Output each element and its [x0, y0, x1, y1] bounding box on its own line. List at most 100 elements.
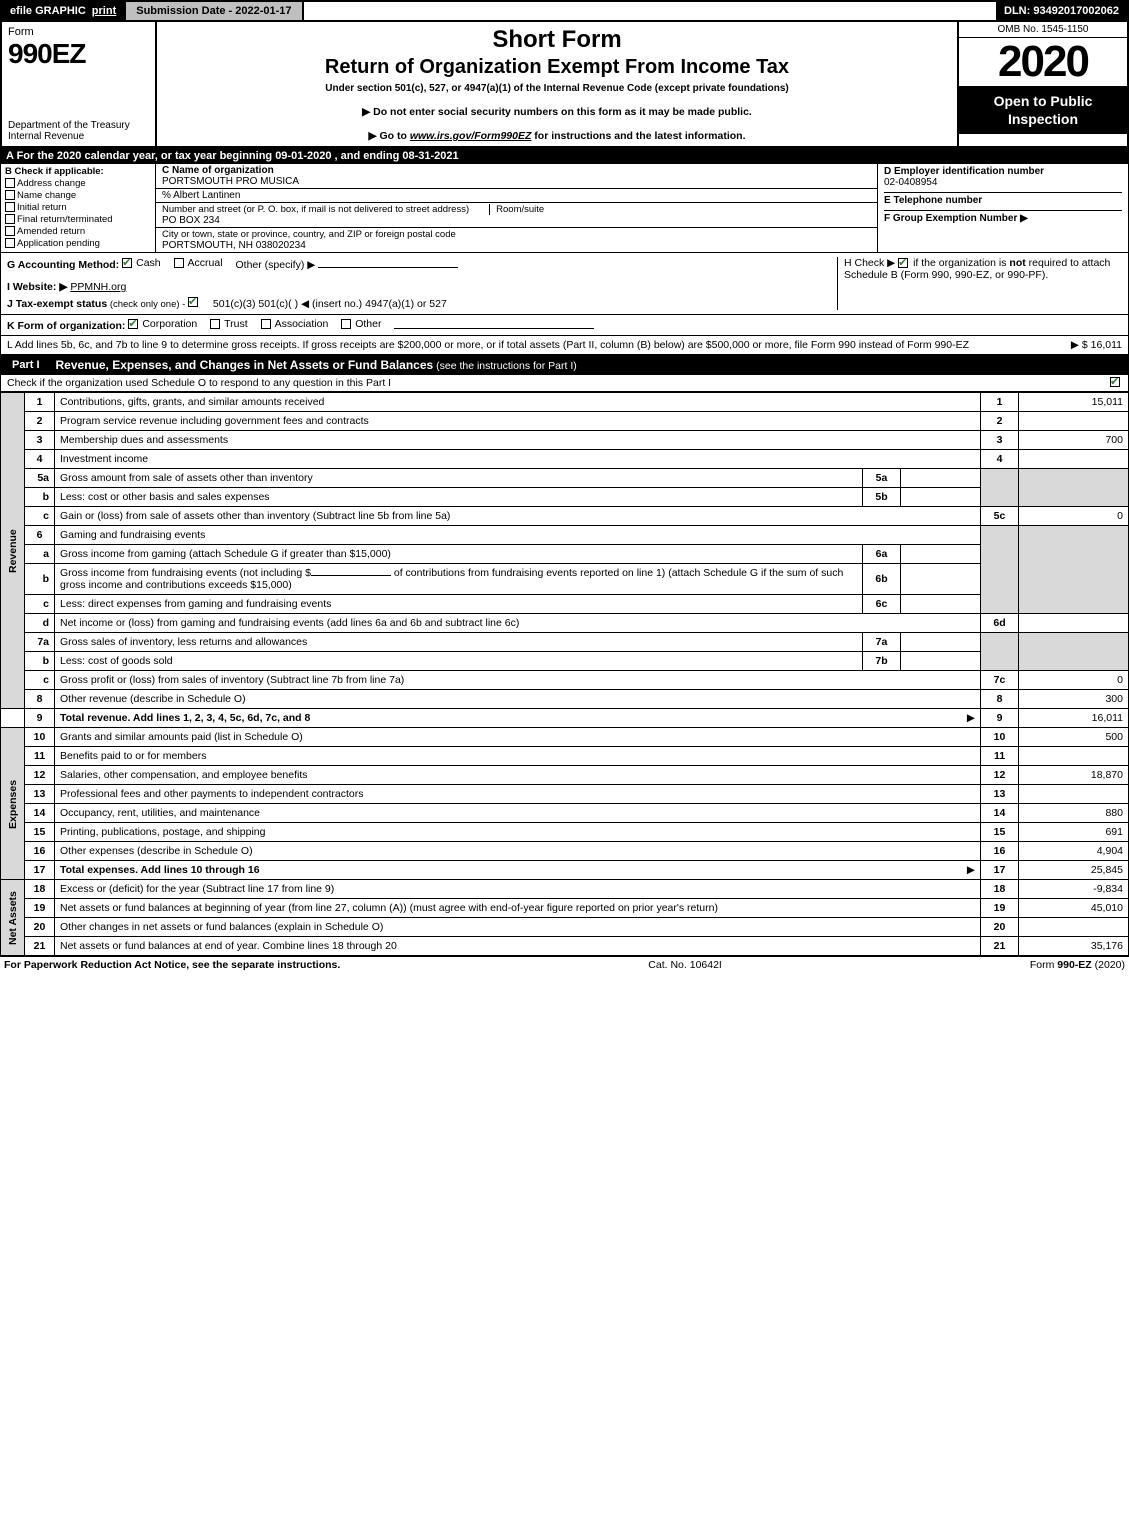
ln13-desc: Professional fees and other payments to … — [60, 788, 364, 800]
ln5c-val: 0 — [1019, 507, 1129, 526]
line-a: A For the 2020 calendar year, or tax yea… — [0, 148, 1129, 164]
ln1-num: 1 — [25, 393, 55, 412]
cb-corporation[interactable]: Corporation — [128, 318, 197, 330]
cb-address-change[interactable]: Address change — [5, 178, 151, 189]
ln4-val — [1019, 450, 1129, 469]
ln5c-desc: Gain or (loss) from sale of assets other… — [60, 510, 450, 522]
care-of: % Albert Lantinen — [162, 190, 240, 201]
ln19-val: 45,010 — [1019, 899, 1129, 918]
section-b-label: B Check if applicable: — [5, 166, 151, 177]
l-text: L Add lines 5b, 6c, and 7b to line 9 to … — [7, 339, 1063, 351]
ln5b-desc: Less: cost or other basis and sales expe… — [60, 491, 270, 503]
cb-application-pending[interactable]: Application pending — [5, 238, 151, 249]
form-word: Form — [8, 26, 149, 38]
ln14-val: 880 — [1019, 804, 1129, 823]
ln9-val: 16,011 — [1019, 709, 1129, 728]
note-goto: ▶ Go to www.irs.gov/Form990EZ for instru… — [165, 130, 949, 142]
ln10-val: 500 — [1019, 728, 1129, 747]
short-form-title: Short Form — [165, 26, 949, 54]
org-name: PORTSMOUTH PRO MUSICA — [162, 176, 871, 187]
cb-schedule-b[interactable] — [898, 258, 908, 268]
ln5a-desc: Gross amount from sale of assets other t… — [60, 472, 313, 484]
ln6d-val — [1019, 614, 1129, 633]
city: PORTSMOUTH, NH 038020234 — [162, 240, 871, 251]
section-def: D Employer identification number 02-0408… — [878, 164, 1128, 252]
street: PO BOX 234 — [162, 215, 871, 226]
cb-name-change[interactable]: Name change — [5, 190, 151, 201]
under-section: Under section 501(c), 527, or 4947(a)(1)… — [165, 83, 949, 94]
ln6b-inner: 6b — [863, 564, 901, 595]
section-c: C Name of organization PORTSMOUTH PRO MU… — [156, 164, 878, 252]
ln4-desc: Investment income — [60, 453, 148, 465]
street-label: Number and street (or P. O. box, if mail… — [162, 204, 469, 215]
ln5a-ival — [901, 469, 981, 488]
ln3-val: 700 — [1019, 431, 1129, 450]
room-label: Room/suite — [489, 204, 544, 215]
header-right: OMB No. 1545-1150 2020 Open to Public In… — [957, 22, 1127, 146]
return-title: Return of Organization Exempt From Incom… — [165, 56, 949, 79]
k-label: K Form of organization: — [7, 320, 125, 332]
part1-check: Check if the organization used Schedule … — [0, 375, 1129, 392]
j-label: J Tax-exempt status — [7, 298, 107, 310]
cb-amended-return[interactable]: Amended return — [5, 226, 151, 237]
ln7a-desc: Gross sales of inventory, less returns a… — [60, 636, 307, 648]
tax-year: 2020 — [959, 38, 1127, 86]
cb-schedule-o[interactable] — [1110, 377, 1120, 387]
website-link[interactable]: PPMNH.org — [70, 281, 126, 293]
cb-501c3[interactable] — [188, 297, 200, 307]
ln14-desc: Occupancy, rent, utilities, and maintena… — [60, 807, 260, 819]
cb-final-return[interactable]: Final return/terminated — [5, 214, 151, 225]
part1-table: Revenue 1 Contributions, gifts, grants, … — [0, 392, 1129, 956]
h-text2: if the organization is — [913, 257, 1009, 269]
cb-accrual[interactable]: Accrual — [174, 257, 223, 269]
ln6c-desc: Less: direct expenses from gaming and fu… — [60, 598, 331, 610]
i-label: I Website: ▶ — [7, 281, 67, 293]
cb-initial-return[interactable]: Initial return — [5, 202, 151, 213]
ln8-val: 300 — [1019, 690, 1129, 709]
l-amount: ▶ $ 16,011 — [1071, 339, 1122, 351]
ln12-val: 18,870 — [1019, 766, 1129, 785]
ln13-val — [1019, 785, 1129, 804]
note-goto-post: for instructions and the latest informat… — [531, 130, 745, 142]
footer-left: For Paperwork Reduction Act Notice, see … — [4, 959, 340, 971]
ln18-val: -9,834 — [1019, 880, 1129, 899]
top-bar: efile GRAPHIC print Submission Date - 20… — [0, 0, 1129, 22]
side-expenses: Expenses — [1, 728, 25, 880]
ln15-desc: Printing, publications, postage, and shi… — [60, 826, 265, 838]
form-code: 990EZ — [8, 38, 149, 70]
g-label: G Accounting Method: — [7, 259, 119, 271]
ln21-val: 35,176 — [1019, 937, 1129, 956]
d-label: D Employer identification number — [884, 166, 1044, 177]
footer-mid: Cat. No. 10642I — [648, 959, 722, 971]
note-ssn: ▶ Do not enter social security numbers o… — [165, 106, 949, 118]
open-public-inspection: Open to Public Inspection — [959, 86, 1127, 134]
part1-check-text: Check if the organization used Schedule … — [7, 377, 391, 389]
irs-link[interactable]: www.irs.gov/Form990EZ — [410, 130, 532, 142]
city-label: City or town, state or province, country… — [162, 229, 871, 240]
ln18-desc: Excess or (deficit) for the year (Subtra… — [60, 883, 334, 895]
ln12-desc: Salaries, other compensation, and employ… — [60, 769, 307, 781]
section-bcd: B Check if applicable: Address change Na… — [0, 164, 1129, 253]
ln20-val — [1019, 918, 1129, 937]
ln16-val: 4,904 — [1019, 842, 1129, 861]
print-link[interactable]: print — [92, 5, 116, 17]
cb-trust[interactable]: Trust — [210, 318, 248, 330]
ln7c-val: 0 — [1019, 671, 1129, 690]
ln15-val: 691 — [1019, 823, 1129, 842]
cb-cash[interactable]: Cash — [122, 257, 161, 269]
ln1-val: 15,011 — [1019, 393, 1129, 412]
footer: For Paperwork Reduction Act Notice, see … — [0, 956, 1129, 973]
row-ghij: G Accounting Method: Cash Accrual Other … — [0, 253, 1129, 315]
row-l: L Add lines 5b, 6c, and 7b to line 9 to … — [0, 336, 1129, 355]
ln7c-desc: Gross profit or (loss) from sales of inv… — [60, 674, 404, 686]
ln6a-inner: 6a — [863, 545, 901, 564]
ln3-desc: Membership dues and assessments — [60, 434, 228, 446]
cb-other[interactable]: Other — [341, 318, 381, 330]
side-revenue: Revenue — [1, 393, 25, 709]
e-label: E Telephone number — [884, 195, 982, 206]
cb-association[interactable]: Association — [261, 318, 329, 330]
ln20-desc: Other changes in net assets or fund bala… — [60, 921, 383, 933]
g-other: Other (specify) ▶ — [235, 259, 315, 271]
form-header: Form 990EZ Department of the Treasury In… — [0, 22, 1129, 148]
footer-right: Form 990-EZ (2020) — [1030, 959, 1125, 971]
